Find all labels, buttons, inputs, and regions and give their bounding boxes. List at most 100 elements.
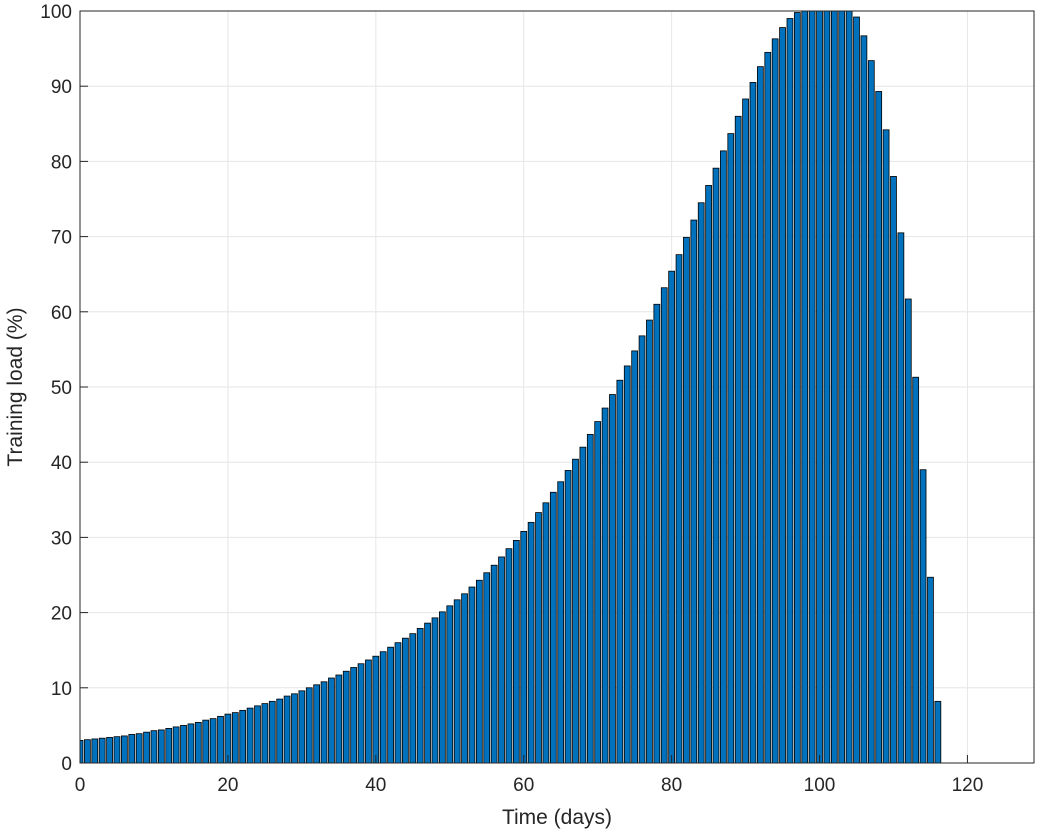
bar bbox=[542, 502, 550, 763]
bar bbox=[416, 627, 424, 763]
bar bbox=[305, 687, 313, 763]
bar bbox=[98, 737, 106, 763]
bar bbox=[113, 736, 121, 763]
bar bbox=[860, 35, 868, 763]
bar bbox=[461, 593, 468, 763]
bar bbox=[690, 219, 698, 763]
bar bbox=[157, 729, 165, 763]
y-tick-label: 50 bbox=[51, 378, 72, 399]
ticks: 0 10 20 30 40 50 60 70 80 90 100 0 20 40 60 80 100 120 bbox=[40, 2, 983, 796]
bar bbox=[335, 674, 343, 763]
x-tick-label: 0 bbox=[75, 775, 86, 796]
bar bbox=[734, 115, 742, 763]
y-tick-label: 80 bbox=[51, 152, 72, 173]
bar bbox=[838, 11, 846, 763]
bar bbox=[697, 202, 705, 763]
y-tick-label: 40 bbox=[51, 453, 72, 474]
bar bbox=[816, 11, 823, 763]
bar bbox=[934, 700, 942, 763]
bar bbox=[135, 733, 143, 763]
bar bbox=[801, 11, 809, 763]
bar bbox=[365, 659, 372, 763]
bar bbox=[483, 572, 491, 763]
bar bbox=[217, 715, 224, 763]
bar bbox=[402, 637, 409, 763]
bar bbox=[468, 586, 476, 763]
bar bbox=[261, 703, 269, 763]
bar bbox=[675, 254, 683, 763]
x-tick-label: 60 bbox=[513, 775, 534, 796]
bar bbox=[180, 725, 187, 763]
bar bbox=[350, 667, 357, 763]
bar bbox=[231, 712, 239, 763]
y-tick-label: 0 bbox=[61, 754, 72, 775]
bar bbox=[890, 176, 897, 763]
bar bbox=[490, 564, 498, 763]
bar bbox=[313, 684, 321, 763]
bar bbox=[328, 677, 335, 763]
bar bbox=[276, 698, 284, 763]
y-tick-label: 100 bbox=[40, 2, 72, 23]
y-tick-label: 30 bbox=[51, 528, 72, 549]
bar bbox=[594, 421, 602, 763]
bar bbox=[572, 458, 579, 763]
bar bbox=[512, 540, 520, 763]
bar bbox=[638, 335, 646, 763]
bar bbox=[379, 651, 387, 763]
bar bbox=[283, 695, 291, 763]
bar bbox=[291, 693, 298, 763]
bar bbox=[808, 11, 816, 763]
bar bbox=[646, 319, 653, 763]
bar bbox=[867, 60, 875, 763]
bar bbox=[912, 376, 920, 763]
bar bbox=[601, 407, 609, 763]
bar bbox=[453, 599, 461, 763]
bar bbox=[194, 721, 202, 763]
bar bbox=[387, 646, 394, 763]
bar bbox=[845, 11, 853, 763]
bar bbox=[742, 98, 749, 763]
bar bbox=[165, 728, 173, 763]
bar bbox=[853, 16, 860, 763]
bar bbox=[424, 622, 431, 763]
x-tick-label: 120 bbox=[952, 775, 984, 796]
bar bbox=[431, 617, 439, 763]
bar bbox=[919, 469, 927, 763]
bar bbox=[616, 379, 624, 763]
bar bbox=[564, 470, 572, 763]
y-tick-label: 90 bbox=[51, 77, 72, 98]
bar bbox=[150, 730, 158, 763]
bar bbox=[623, 365, 631, 763]
bar bbox=[202, 719, 210, 763]
bar bbox=[268, 700, 276, 763]
x-axis-label: Time (days) bbox=[502, 806, 612, 829]
bar bbox=[771, 38, 779, 763]
bar bbox=[209, 718, 217, 763]
bar bbox=[705, 185, 712, 763]
bar bbox=[786, 18, 794, 763]
bar bbox=[172, 726, 180, 763]
bar bbox=[239, 709, 247, 763]
bar bbox=[579, 446, 587, 763]
bar bbox=[357, 663, 365, 763]
bar bbox=[342, 670, 350, 763]
bar bbox=[439, 611, 446, 763]
bar bbox=[91, 738, 99, 763]
bar bbox=[712, 167, 720, 763]
y-tick-label: 20 bbox=[51, 604, 72, 625]
bar bbox=[823, 11, 831, 763]
bar bbox=[904, 298, 912, 763]
bar bbox=[660, 287, 668, 763]
bar bbox=[897, 232, 905, 763]
bar bbox=[128, 734, 136, 763]
bar bbox=[586, 433, 594, 763]
bar bbox=[84, 739, 91, 763]
y-tick-label: 60 bbox=[51, 303, 72, 324]
y-tick-label: 70 bbox=[51, 228, 72, 249]
bar bbox=[520, 530, 528, 763]
bar bbox=[246, 707, 254, 763]
bar bbox=[720, 150, 727, 763]
bar bbox=[143, 731, 150, 763]
bar bbox=[187, 723, 195, 763]
